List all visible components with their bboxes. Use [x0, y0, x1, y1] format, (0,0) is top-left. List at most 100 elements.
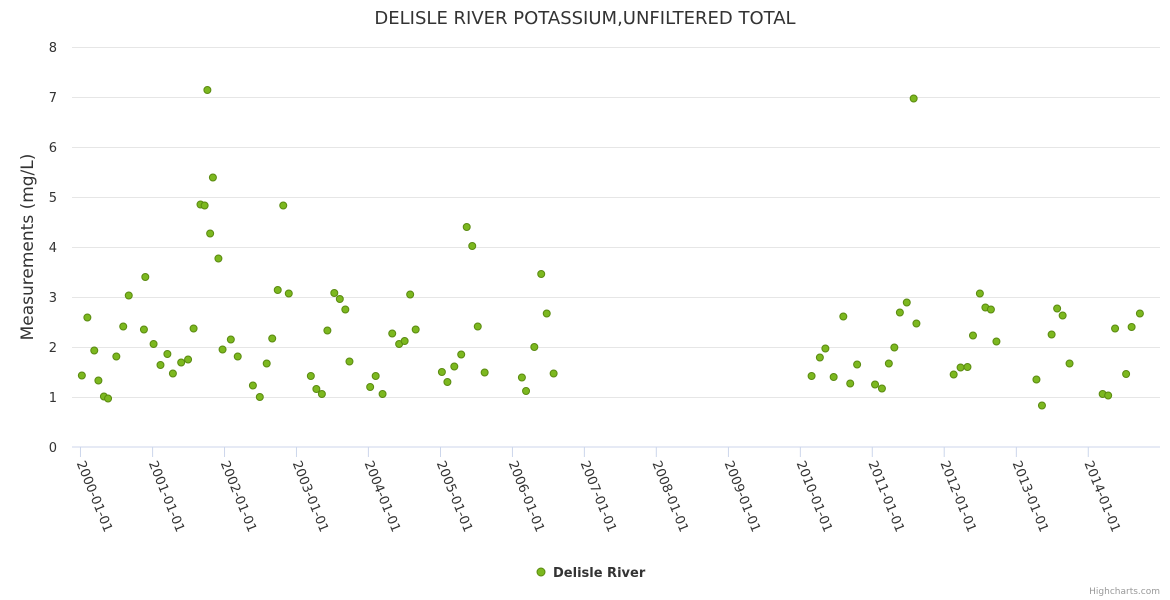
- data-point[interactable]: [956, 363, 965, 372]
- data-point[interactable]: [284, 289, 293, 298]
- data-point[interactable]: [208, 173, 217, 182]
- data-point[interactable]: [90, 346, 99, 355]
- data-point[interactable]: [218, 345, 227, 354]
- legend-item-label[interactable]: Delisle River: [553, 566, 646, 581]
- data-point[interactable]: [233, 352, 242, 361]
- data-point[interactable]: [815, 353, 824, 362]
- data-point[interactable]: [462, 223, 471, 231]
- data-point[interactable]: [255, 393, 264, 401]
- data-point[interactable]: [279, 201, 288, 210]
- data-point[interactable]: [112, 352, 121, 361]
- data-point[interactable]: [400, 337, 409, 345]
- data-point[interactable]: [949, 370, 958, 379]
- data-point[interactable]: [877, 384, 886, 393]
- data-point[interactable]: [149, 340, 158, 348]
- data-point[interactable]: [890, 343, 899, 352]
- y-tick-label: 1: [49, 391, 57, 406]
- data-point[interactable]: [206, 229, 215, 238]
- data-point[interactable]: [306, 372, 315, 380]
- data-point[interactable]: [437, 368, 446, 376]
- data-point[interactable]: [963, 363, 972, 371]
- data-point[interactable]: [341, 305, 350, 314]
- data-point[interactable]: [1053, 304, 1062, 313]
- data-point[interactable]: [317, 390, 326, 398]
- data-point[interactable]: [853, 360, 862, 369]
- data-point[interactable]: [807, 372, 816, 380]
- data-point[interactable]: [83, 313, 92, 322]
- data-point[interactable]: [1058, 311, 1067, 320]
- data-point[interactable]: [248, 381, 257, 390]
- data-point[interactable]: [992, 337, 1001, 346]
- data-point[interactable]: [124, 291, 133, 300]
- data-point[interactable]: [473, 322, 482, 331]
- data-point[interactable]: [450, 362, 459, 371]
- data-point[interactable]: [537, 270, 546, 278]
- legend[interactable]: Delisle River: [536, 566, 646, 581]
- data-point[interactable]: [443, 378, 452, 386]
- data-point[interactable]: [226, 335, 235, 344]
- data-point[interactable]: [1032, 375, 1041, 384]
- data-point[interactable]: [94, 376, 103, 385]
- data-point[interactable]: [1047, 330, 1056, 339]
- data-point[interactable]: [177, 358, 186, 367]
- data-point[interactable]: [1065, 359, 1074, 368]
- data-point[interactable]: [330, 289, 339, 297]
- data-point[interactable]: [846, 379, 855, 388]
- data-point[interactable]: [323, 326, 332, 335]
- data-point[interactable]: [273, 286, 282, 294]
- data-point[interactable]: [156, 361, 165, 369]
- data-point[interactable]: [839, 312, 848, 321]
- data-point[interactable]: [480, 368, 489, 377]
- data-point[interactable]: [912, 319, 921, 328]
- data-point[interactable]: [312, 385, 321, 393]
- data-point[interactable]: [1111, 324, 1120, 333]
- data-point[interactable]: [388, 329, 397, 338]
- data-point[interactable]: [468, 242, 477, 250]
- data-point[interactable]: [262, 359, 271, 368]
- data-point[interactable]: [189, 324, 198, 333]
- data-point[interactable]: [371, 372, 380, 380]
- credits-link[interactable]: Highcharts.com: [1089, 587, 1160, 597]
- data-point[interactable]: [378, 390, 387, 398]
- data-point[interactable]: [530, 343, 539, 351]
- data-point[interactable]: [1127, 323, 1136, 331]
- data-point[interactable]: [411, 325, 420, 334]
- data-point[interactable]: [1135, 309, 1144, 318]
- data-point[interactable]: [214, 254, 223, 263]
- y-axis-label: Measurements (mg/L): [18, 154, 38, 341]
- data-point[interactable]: [366, 383, 375, 391]
- data-point[interactable]: [184, 355, 193, 364]
- data-point[interactable]: [457, 350, 466, 359]
- data-point[interactable]: [1104, 391, 1113, 400]
- data-point[interactable]: [119, 322, 128, 331]
- data-point[interactable]: [1122, 370, 1131, 378]
- data-point[interactable]: [141, 273, 150, 281]
- data-point[interactable]: [139, 325, 148, 334]
- data-point[interactable]: [821, 344, 830, 353]
- data-point[interactable]: [542, 309, 551, 318]
- data-point[interactable]: [909, 94, 918, 103]
- data-point[interactable]: [77, 371, 86, 380]
- data-point[interactable]: [203, 86, 212, 94]
- data-point[interactable]: [200, 201, 209, 210]
- data-point[interactable]: [884, 359, 893, 368]
- data-point[interactable]: [406, 290, 415, 299]
- data-point[interactable]: [895, 308, 904, 317]
- data-point[interactable]: [335, 295, 344, 303]
- data-point[interactable]: [163, 350, 172, 358]
- data-point[interactable]: [104, 394, 113, 403]
- data-point[interactable]: [522, 387, 531, 395]
- data-point[interactable]: [829, 373, 838, 381]
- data-point[interactable]: [517, 373, 526, 382]
- data-point[interactable]: [968, 331, 977, 340]
- data-point[interactable]: [549, 369, 558, 378]
- data-point[interactable]: [268, 334, 277, 343]
- data-point[interactable]: [345, 357, 354, 366]
- data-point[interactable]: [902, 298, 911, 307]
- data-point[interactable]: [986, 305, 995, 314]
- data-point[interactable]: [975, 289, 984, 298]
- data-point[interactable]: [1037, 401, 1046, 410]
- data-point[interactable]: [168, 369, 177, 378]
- data-point[interactable]: [871, 380, 880, 389]
